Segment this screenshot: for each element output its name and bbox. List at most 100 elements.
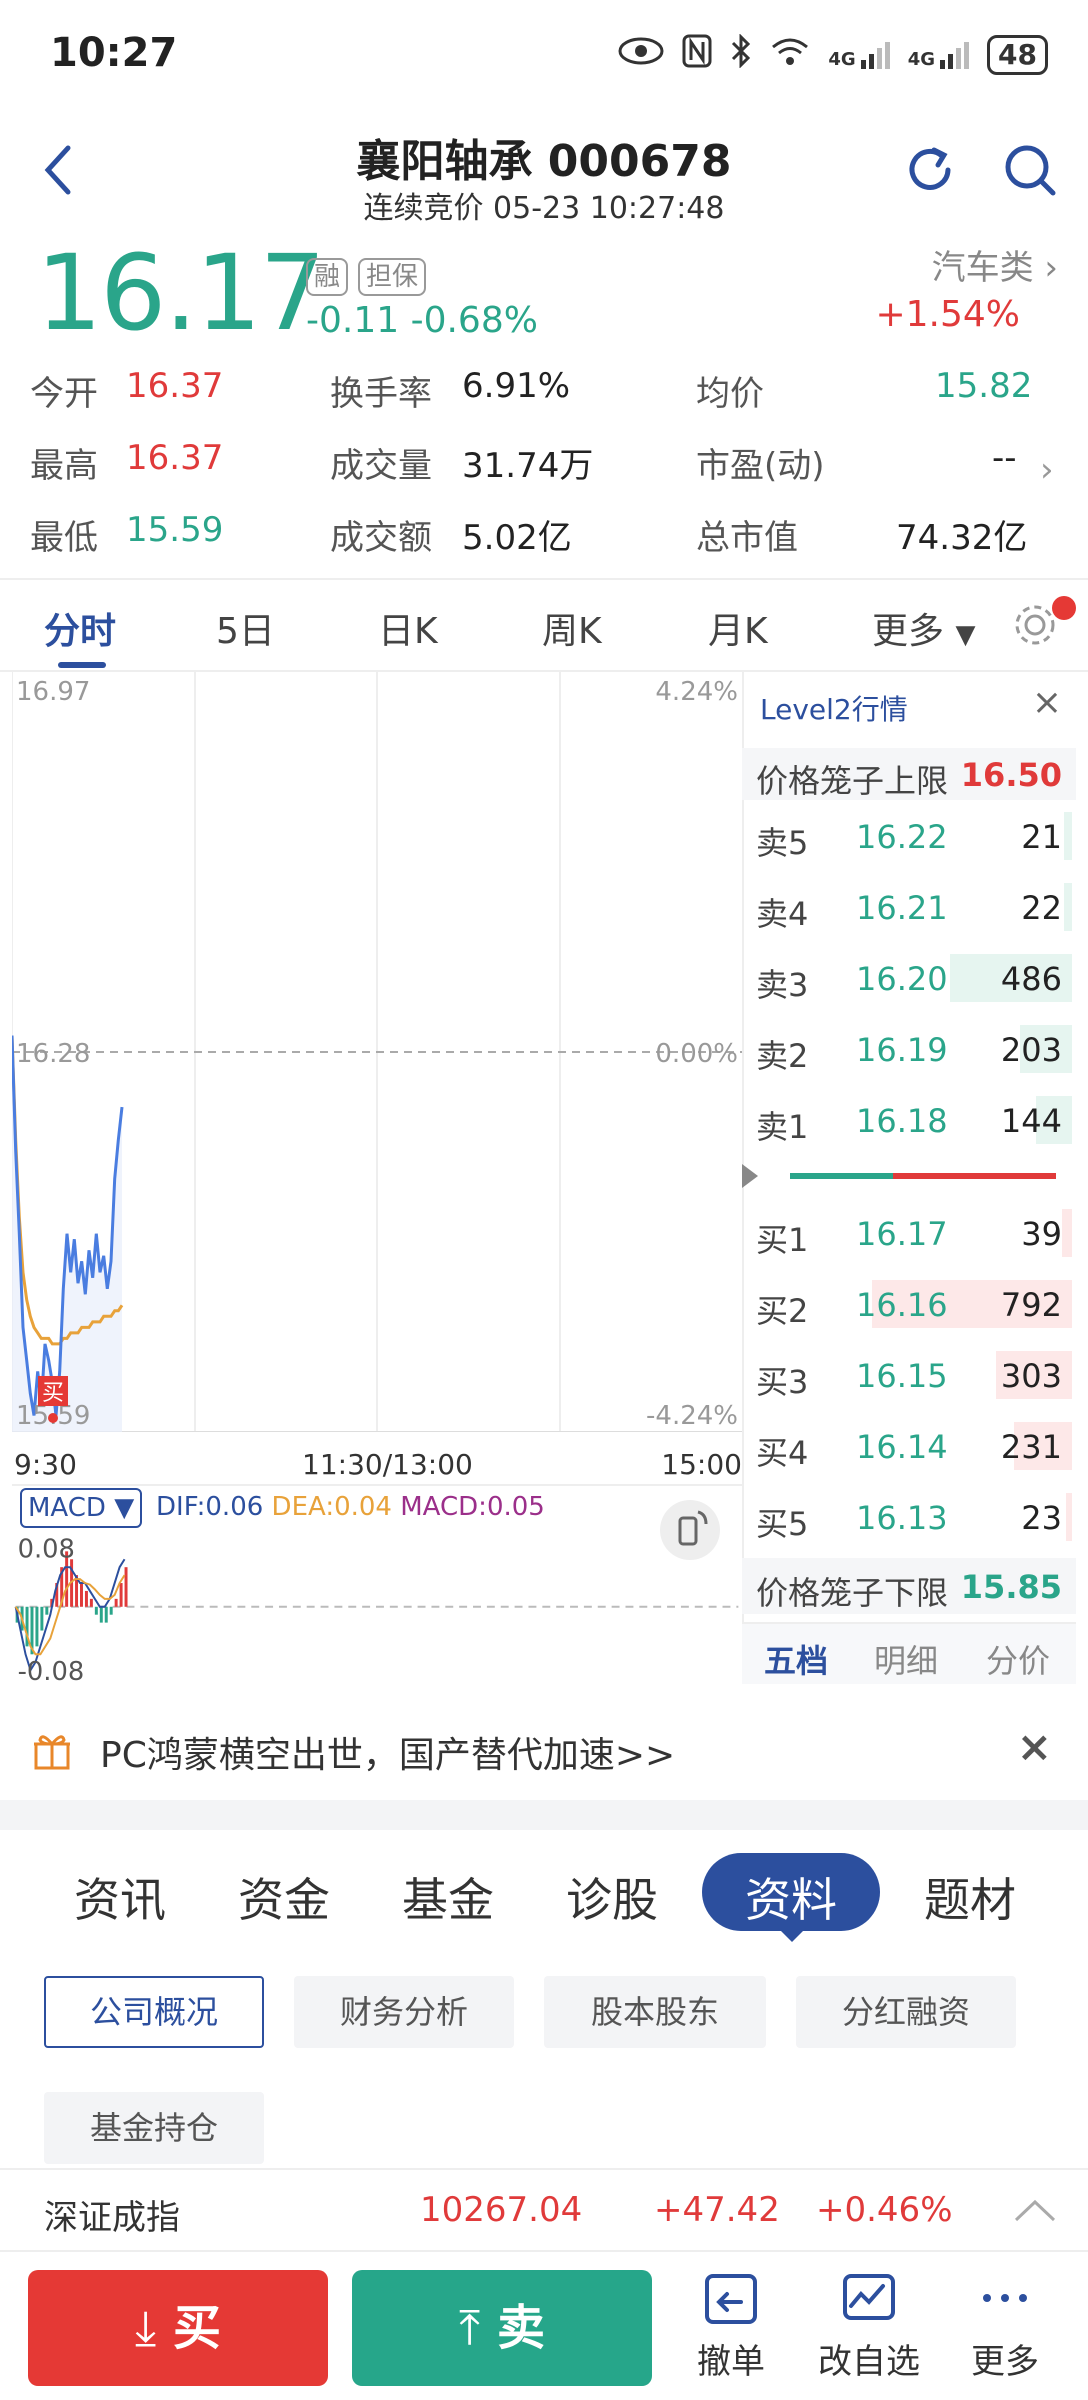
tab-intraday[interactable]: 分时 [44, 611, 117, 652]
bid-price: 16.13 [856, 1499, 948, 1537]
rotate-screen-button[interactable] [660, 1500, 720, 1560]
upper-limit-value: 16.50 [960, 756, 1062, 794]
index-ticker[interactable]: 深证成指 10267.04 +47.42 +0.46% [0, 2168, 1088, 2248]
ask-row[interactable]: 卖3 16.20 486 [742, 950, 1076, 1006]
bid-label: 买5 [756, 1505, 809, 1543]
ask-row[interactable]: 卖1 16.18 144 [742, 1092, 1076, 1148]
bid-row[interactable]: 买4 16.14 231 [742, 1418, 1076, 1474]
bid-price: 16.15 [856, 1357, 948, 1395]
buy-label: 买 [172, 2300, 221, 2356]
macd-bar [80, 1583, 83, 1607]
ask-label: 卖2 [756, 1037, 809, 1075]
subtab-company-overview[interactable]: 公司概况 [44, 1976, 264, 2048]
tab-funds-flow[interactable]: 资金 [238, 1873, 330, 1927]
ask-price: 16.18 [856, 1102, 948, 1140]
tab-diagnosis[interactable]: 诊股 [566, 1873, 658, 1927]
dea-line [14, 1574, 126, 1656]
search-button[interactable] [1000, 140, 1060, 200]
subtab-fund-holdings[interactable]: 基金持仓 [44, 2092, 264, 2164]
stat-value-low: 15.59 [126, 510, 224, 550]
macd-bar [40, 1606, 44, 1631]
sector-link[interactable]: 汽车类 › [931, 248, 1058, 288]
macd-bar [35, 1606, 39, 1647]
intraday-chart[interactable]: 16.97 16.28 15.59 4.24% 0.00% -4.24% 买 [12, 672, 742, 1432]
back-button[interactable] [38, 140, 88, 200]
level2-title[interactable]: Level2行情 [760, 693, 908, 726]
ask-row[interactable]: 卖5 16.22 21 [742, 808, 1076, 864]
stats-expand-button[interactable]: › [1040, 450, 1054, 490]
bid-price: 16.14 [856, 1428, 948, 1466]
banner-close-icon[interactable]: × [1016, 1722, 1052, 1771]
bid-row[interactable]: 买5 16.13 23 [742, 1489, 1076, 1545]
ask-label: 卖1 [756, 1108, 809, 1146]
tab-news[interactable]: 资讯 [74, 1873, 166, 1927]
subtab-dividends[interactable]: 分红融资 [796, 1976, 1016, 2048]
bid-label: 买4 [756, 1434, 809, 1472]
ask-vol: 486 [1000, 960, 1062, 998]
dif-line [14, 1558, 126, 1673]
settings-button[interactable] [1010, 600, 1060, 654]
macd-chart[interactable]: 0.08 -0.08 [12, 1484, 742, 1684]
refresh-button[interactable] [900, 140, 960, 200]
tab-details[interactable]: 明细 [874, 1642, 939, 1680]
section-divider [0, 1800, 1088, 1830]
bid-row[interactable]: 买1 16.17 39 [742, 1205, 1076, 1261]
ask-row[interactable]: 卖2 16.19 203 [742, 1021, 1076, 1077]
macd-bar [104, 1606, 108, 1623]
buy-button[interactable]: ⤓ 买 [28, 2270, 328, 2386]
nfc-icon [682, 34, 712, 76]
sell-button[interactable]: ⤒ 卖 [352, 2270, 652, 2386]
bid-row[interactable]: 买2 16.16 792 [742, 1276, 1076, 1332]
pct-axis-low: -4.24% [646, 1401, 738, 1431]
cancel-order-button[interactable]: 撤单 [676, 2272, 786, 2383]
stat-label-volume: 成交量 [330, 446, 432, 486]
gear-icon [1015, 605, 1055, 645]
edit-watchlist-button[interactable]: 改自选 [814, 2272, 924, 2383]
promo-banner[interactable]: PC鸿蒙横空出世，国产替代加速>> × [0, 1700, 1088, 1800]
watchlist-icon [843, 2274, 895, 2320]
ask-row[interactable]: 卖4 16.21 22 [742, 879, 1076, 935]
banner-text[interactable]: PC鸿蒙横空出世，国产替代加速>> [100, 1735, 676, 1776]
cancel-order-icon [705, 2274, 757, 2324]
tab-5day[interactable]: 5日 [216, 611, 275, 652]
pct-axis-mid: 0.00% [655, 1039, 738, 1069]
tab-daily-k[interactable]: 日K [378, 611, 438, 652]
price-line [12, 1035, 124, 1416]
stat-label-turnover: 换手率 [330, 374, 432, 414]
tab-themes[interactable]: 题材 [924, 1873, 1016, 1927]
ask-price: 16.20 [856, 960, 948, 998]
ask-vol: 144 [1000, 1102, 1062, 1140]
price-cage-upper: 价格笼子上限 16.50 [742, 748, 1076, 800]
tab-monthly-k[interactable]: 月K [708, 611, 768, 652]
bid-volume-bar [1062, 1209, 1072, 1257]
subtab-financial-analysis[interactable]: 财务分析 [294, 1976, 514, 2048]
stat-value-open: 16.37 [126, 366, 224, 406]
upper-limit-label: 价格笼子上限 [756, 762, 949, 800]
bid-vol: 303 [1000, 1357, 1062, 1395]
close-icon[interactable]: × [1031, 682, 1062, 723]
dea-value: DEA:0.04 [271, 1492, 392, 1522]
tab-more-label: 更多 [872, 611, 945, 652]
order-ratio-bar [742, 1164, 1056, 1188]
tab-price-dist[interactable]: 分价 [986, 1642, 1051, 1680]
subtab-shareholders[interactable]: 股本股东 [544, 1976, 766, 2048]
refresh-icon [909, 147, 951, 190]
tab-more[interactable]: 更多 ▼ [872, 602, 975, 654]
indicator-select[interactable]: MACD ▼ [20, 1488, 143, 1528]
macd-bar [124, 1567, 128, 1607]
buy-marker[interactable] [38, 1376, 68, 1406]
bid-volume-bar [1066, 1493, 1072, 1541]
tab-five-levels[interactable]: 五档 [764, 1642, 829, 1680]
more-button[interactable]: 更多 [950, 2272, 1060, 2383]
signal-icon-2: 4G [908, 40, 970, 70]
index-change: +47.42 [654, 2190, 780, 2230]
tab-fund[interactable]: 基金 [402, 1873, 494, 1927]
macd-bar [109, 1606, 113, 1615]
status-time: 10:27 [50, 30, 178, 76]
bid-row[interactable]: 买3 16.15 303 [742, 1347, 1076, 1403]
tab-weekly-k[interactable]: 周K [542, 611, 602, 652]
tab-profile[interactable]: 资料 [745, 1873, 837, 1927]
dif-value: DIF:0.06 [156, 1492, 264, 1522]
chevron-up-icon[interactable] [1012, 2196, 1058, 2224]
lower-limit-label: 价格笼子下限 [756, 1574, 949, 1612]
